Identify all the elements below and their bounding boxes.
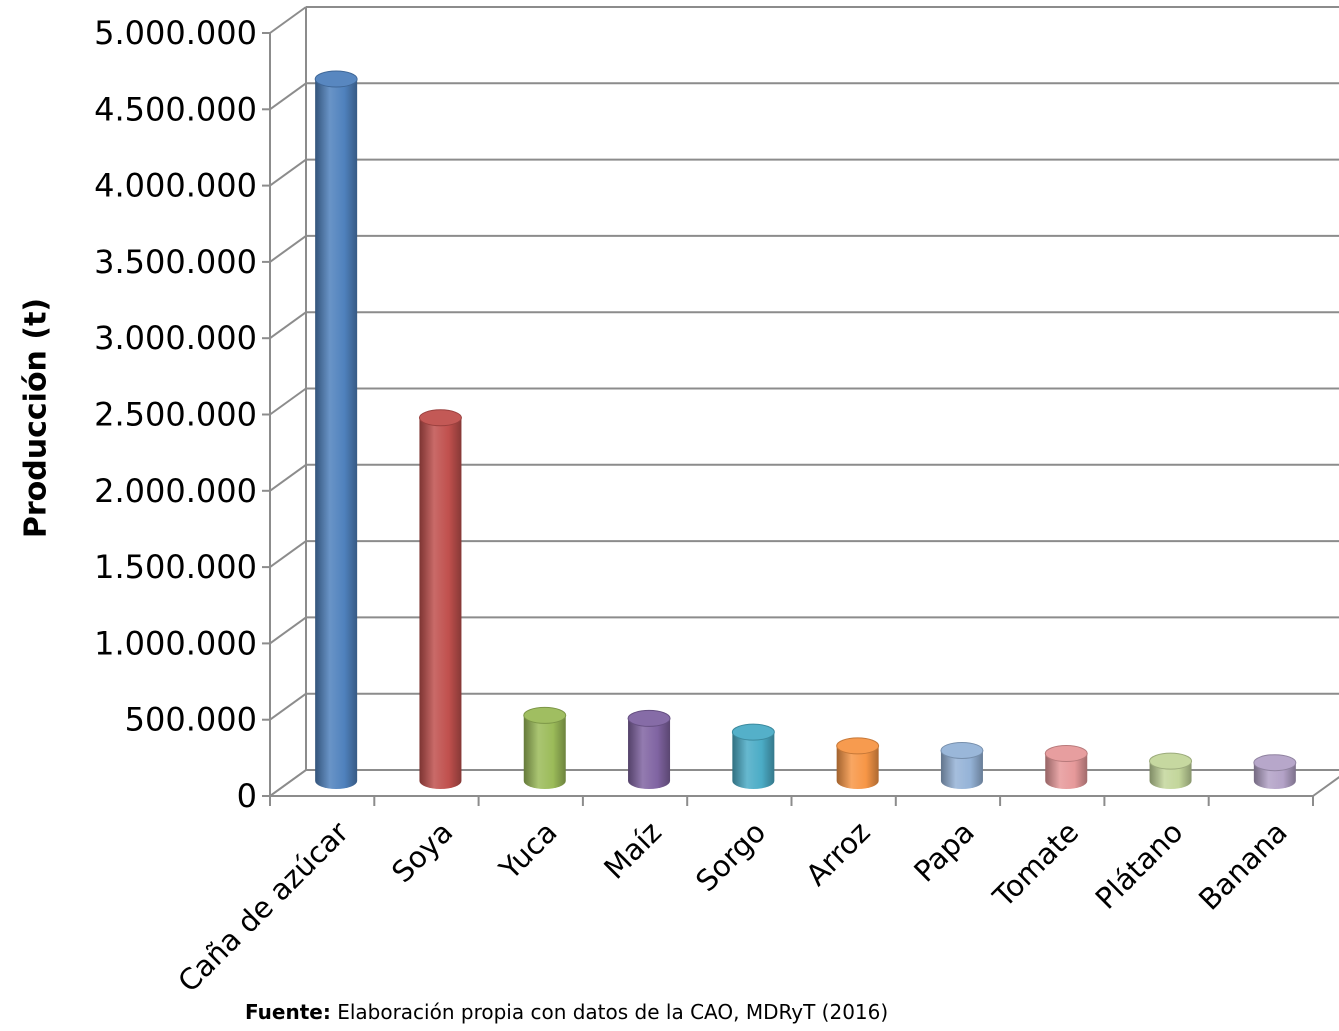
bar-plátano [1149, 752, 1193, 789]
bar-yuca [523, 706, 567, 789]
x-tick-label: Caña de azúcar [171, 815, 355, 999]
gridline-diag [269, 6, 307, 34]
bar-sorgo [731, 723, 775, 789]
gridline-diag [269, 387, 307, 416]
x-axis-ticks: Caña de azúcar Soya Yuca Maíz Sorgo Arroz Papa… [171, 796, 1314, 999]
bar-tomate [1044, 745, 1088, 789]
bar-soya [418, 409, 462, 789]
bar-body [628, 718, 671, 789]
gridline-diag [269, 769, 307, 797]
bar-arroz [836, 737, 880, 789]
y-tick-label: 1.500.000 [94, 548, 257, 586]
bar-top [940, 741, 984, 759]
y-tick-label: 5.000.000 [94, 14, 257, 52]
bar-top [418, 409, 462, 427]
gridline-diag [269, 463, 307, 492]
bar-top [523, 706, 567, 724]
y-tick-label: 2.500.000 [94, 396, 257, 434]
bar-papa [940, 741, 984, 789]
y-axis-ticks: 0 500.000 1.000.000 1.500.000 2.000.000 2.500… [94, 14, 270, 815]
y-tick-label: 3.000.000 [94, 319, 257, 357]
y-tick-label: 4.500.000 [94, 90, 257, 128]
bar-top [627, 709, 671, 727]
source-label: Fuente: [245, 1000, 331, 1024]
bar-top [836, 737, 880, 755]
bar-top [314, 70, 358, 88]
source-text: Elaboración propia con datos de la CAO, … [330, 1000, 889, 1024]
bar-body [732, 732, 775, 789]
source-note: Fuente: Elaboración propia con datos de … [245, 1000, 888, 1024]
bar-body [940, 750, 983, 789]
gridline-diag [269, 311, 307, 340]
y-tick-label: 4.000.000 [94, 167, 257, 205]
bar-banana [1253, 754, 1297, 789]
bars [314, 70, 1297, 790]
x-tick-label: Banana [1192, 815, 1294, 917]
y-tick-label: 500.000 [125, 701, 257, 739]
bar-body [315, 79, 358, 790]
gridline-diag [269, 158, 307, 187]
x-tick-label: Tomate [986, 815, 1086, 915]
y-tick-label: 0 [237, 777, 257, 815]
y-tick-label: 3.500.000 [94, 243, 257, 281]
grid-lines [269, 6, 1339, 797]
x-tick-label: Sorgo [689, 815, 772, 898]
gridline-diag [269, 82, 307, 111]
bar-top [1149, 752, 1193, 770]
x-tick-label: Yuca [492, 815, 564, 887]
bar-body [1045, 753, 1088, 789]
y-tick-label: 2.000.000 [94, 472, 257, 510]
bar-body [523, 715, 566, 789]
bar-caña-de-azúcar [314, 70, 358, 790]
gridline-diag [269, 540, 307, 568]
y-axis-label: Producción (t) [18, 297, 54, 539]
bar-body [836, 745, 879, 789]
x-tick-label: Soya [385, 815, 459, 889]
x-tick-label: Arroz [799, 815, 876, 892]
bar-top [731, 723, 775, 741]
bar-maíz [627, 709, 671, 789]
gridline-diag [269, 235, 307, 263]
y-tick-label: 1.000.000 [94, 624, 257, 662]
floor-right-edge [1312, 775, 1339, 797]
gridline-diag [269, 616, 307, 645]
bar-top [1253, 754, 1297, 772]
gridline-diag [269, 692, 307, 721]
x-tick-label: Maíz [597, 815, 668, 886]
bar-top [1044, 745, 1088, 763]
x-tick-label: Papa [907, 815, 981, 889]
bar-body [419, 417, 462, 789]
x-tick-label: Plátano [1089, 815, 1190, 916]
